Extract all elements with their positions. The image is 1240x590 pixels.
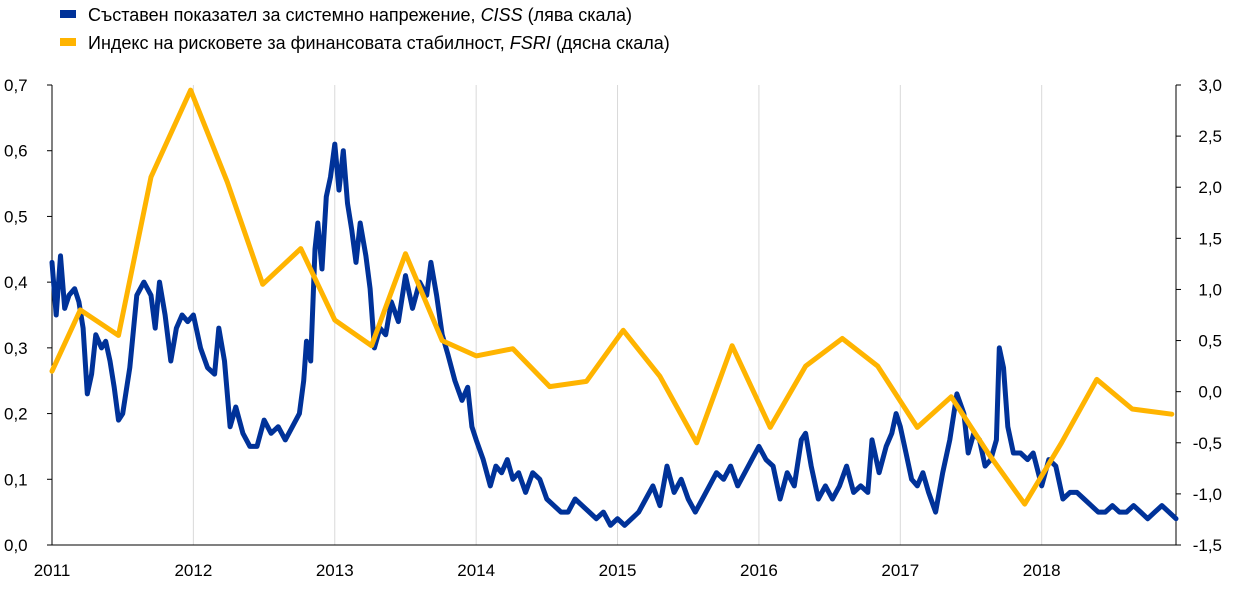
y-left-tick-label: 0,1 — [4, 470, 28, 489]
legend-label-ciss-prefix: Съставен показател за системно напрежени… — [88, 5, 481, 25]
y-left-tick-label: 0,7 — [4, 76, 28, 95]
y-left-tick-label: 0,6 — [4, 142, 28, 161]
legend-label-ciss-suffix: (лява скала) — [523, 5, 632, 25]
legend-entry-ciss: Съставен показател за системно напрежени… — [60, 5, 632, 25]
y-left-tick-label: 0,3 — [4, 339, 28, 358]
legend-label-fsri-prefix: Индекс на рисковете за финансовата стаби… — [88, 33, 510, 53]
x-tick-label: 2018 — [1023, 561, 1061, 580]
legend-entry-fsri: Индекс на рисковете за финансовата стаби… — [60, 33, 670, 53]
y-right-tick-label: 1,0 — [1198, 280, 1222, 299]
y-right-tick-label: 2,5 — [1198, 127, 1222, 146]
y-right-tick-label: -1,0 — [1193, 485, 1222, 504]
x-tick-label: 2013 — [316, 561, 354, 580]
svg-text:Индекс на рисковете за финансо: Индекс на рисковете за финансовата стаби… — [88, 33, 670, 53]
legend: Съставен показател за системно напрежени… — [60, 5, 670, 53]
legend-label-ciss-italic: CISS — [481, 5, 523, 25]
x-tick-label: 2016 — [740, 561, 778, 580]
y-right-tick-label: 0,0 — [1198, 383, 1222, 402]
y-left-tick-label: 0,2 — [4, 405, 28, 424]
y-right-tick-label: 2,0 — [1198, 178, 1222, 197]
y-right-tick-label: 0,5 — [1198, 332, 1222, 351]
y-left-tick-label: 0,5 — [4, 207, 28, 226]
x-tick-label: 2012 — [174, 561, 212, 580]
legend-label-fsri-italic: FSRI — [510, 33, 551, 53]
x-tick-label: 2015 — [599, 561, 637, 580]
x-tick-label: 2014 — [457, 561, 495, 580]
legend-label-fsri-suffix: (дясна скала) — [551, 33, 670, 53]
y-right-tick-label: -0,5 — [1193, 434, 1222, 453]
legend-swatch-fsri — [60, 38, 76, 46]
axes: 2011 2012 2013 2014 2015 2016 2017 2018 0,0 0,1 0,… — [4, 76, 1222, 580]
legend-swatch-ciss — [60, 10, 76, 18]
y-left-tick-label: 0,0 — [4, 536, 28, 555]
y-right-tick-label: 3,0 — [1198, 76, 1222, 95]
y-right-tick-label: -1,5 — [1193, 536, 1222, 555]
x-tick-label: 2017 — [881, 561, 919, 580]
y-right-tick-label: 1,5 — [1198, 229, 1222, 248]
series-line-ciss — [49, 141, 1179, 528]
series-line-fsri — [49, 87, 1175, 507]
x-tick-label: 2011 — [34, 561, 71, 580]
svg-text:Съставен показател за системно: Съставен показател за системно напрежени… — [88, 5, 632, 25]
series-layer — [49, 87, 1179, 528]
y-left-tick-label: 0,4 — [4, 273, 28, 292]
grid — [192, 85, 1043, 545]
